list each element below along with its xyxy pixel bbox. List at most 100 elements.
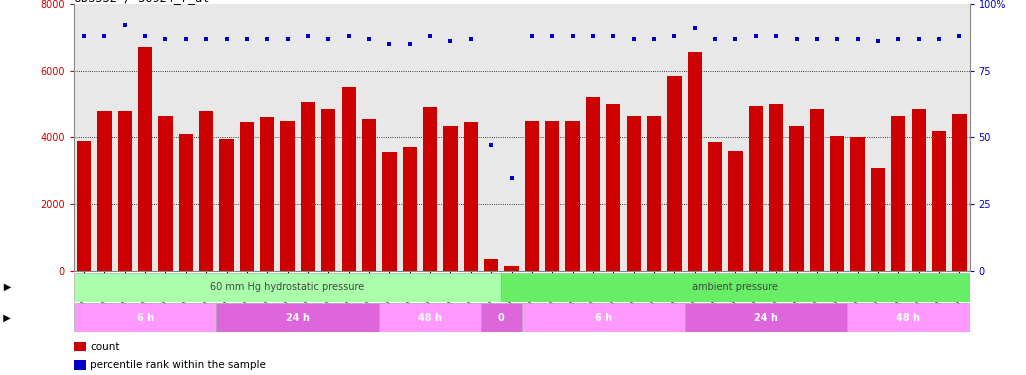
Point <box>361 36 378 42</box>
Bar <box>830 136 844 271</box>
Bar <box>667 76 681 271</box>
Bar <box>687 52 702 271</box>
Bar <box>871 168 885 271</box>
Point <box>829 36 845 42</box>
Point <box>279 36 295 42</box>
Bar <box>524 121 539 271</box>
Bar <box>158 116 172 271</box>
Point <box>177 36 194 42</box>
Text: ambient pressure: ambient pressure <box>693 282 779 292</box>
Bar <box>606 104 621 271</box>
Bar <box>789 126 803 271</box>
Point <box>707 36 723 42</box>
Point <box>891 36 907 42</box>
Text: protocol ▶: protocol ▶ <box>0 282 11 292</box>
Bar <box>220 139 234 271</box>
Bar <box>481 303 521 332</box>
Bar <box>586 98 600 271</box>
Bar <box>911 109 925 271</box>
Point <box>768 33 785 39</box>
Point <box>259 36 275 42</box>
Bar <box>952 114 966 271</box>
Bar <box>728 151 743 271</box>
Text: count: count <box>90 342 120 352</box>
Point <box>564 33 581 39</box>
Bar <box>851 137 865 271</box>
Bar <box>647 116 661 271</box>
Bar <box>464 122 478 271</box>
Bar <box>137 47 152 271</box>
Bar <box>505 266 519 271</box>
Point <box>136 33 153 39</box>
Text: percentile rank within the sample: percentile rank within the sample <box>90 360 266 370</box>
Point <box>96 33 113 39</box>
Point <box>523 33 540 39</box>
Bar <box>443 126 458 271</box>
Point <box>951 33 968 39</box>
Bar <box>199 111 213 271</box>
Text: 24 h: 24 h <box>286 313 310 322</box>
Text: time ▶: time ▶ <box>0 313 11 322</box>
Bar <box>74 303 216 332</box>
Bar <box>97 111 112 271</box>
Point <box>422 33 438 39</box>
Bar <box>502 273 970 302</box>
Point <box>748 33 764 39</box>
Bar <box>892 116 906 271</box>
Point <box>239 36 255 42</box>
Point <box>198 36 214 42</box>
Bar <box>423 107 437 271</box>
Point <box>808 36 825 42</box>
Bar <box>280 121 294 271</box>
Bar <box>362 119 377 271</box>
Text: 6 h: 6 h <box>136 313 154 322</box>
Text: 24 h: 24 h <box>754 313 778 322</box>
Bar <box>74 273 502 302</box>
Text: GDS532 / 36924_r_at: GDS532 / 36924_r_at <box>74 0 209 4</box>
Bar <box>380 303 481 332</box>
Point <box>442 38 459 44</box>
Text: 48 h: 48 h <box>419 313 442 322</box>
Text: 0: 0 <box>498 313 505 322</box>
Point <box>504 174 520 180</box>
Bar <box>565 121 580 271</box>
Point <box>626 36 642 42</box>
Point <box>931 36 947 42</box>
Point <box>320 36 337 42</box>
Bar <box>402 147 417 271</box>
Bar <box>321 109 336 271</box>
Bar <box>932 131 946 271</box>
Bar <box>684 303 847 332</box>
Bar <box>770 104 783 271</box>
Bar <box>545 121 559 271</box>
Point <box>483 142 500 148</box>
Point <box>401 41 418 47</box>
Bar <box>179 134 193 271</box>
Point <box>686 25 703 31</box>
Point <box>341 33 357 39</box>
Point <box>645 36 662 42</box>
Point <box>666 33 682 39</box>
Text: 48 h: 48 h <box>897 313 920 322</box>
Bar <box>261 117 274 271</box>
Point <box>300 33 316 39</box>
Point <box>727 36 744 42</box>
Point <box>870 38 886 44</box>
Bar <box>216 303 380 332</box>
Bar <box>383 153 396 271</box>
Bar <box>627 116 641 271</box>
Point <box>157 36 173 42</box>
Bar <box>749 106 763 271</box>
Point <box>544 33 560 39</box>
Point <box>117 22 133 28</box>
Text: 6 h: 6 h <box>595 313 611 322</box>
Point <box>219 36 235 42</box>
Bar <box>77 141 91 271</box>
Bar <box>118 111 132 271</box>
Bar <box>847 303 970 332</box>
Point <box>585 33 601 39</box>
Bar <box>521 303 684 332</box>
Point <box>382 41 398 47</box>
Bar <box>810 109 824 271</box>
Point <box>605 33 622 39</box>
